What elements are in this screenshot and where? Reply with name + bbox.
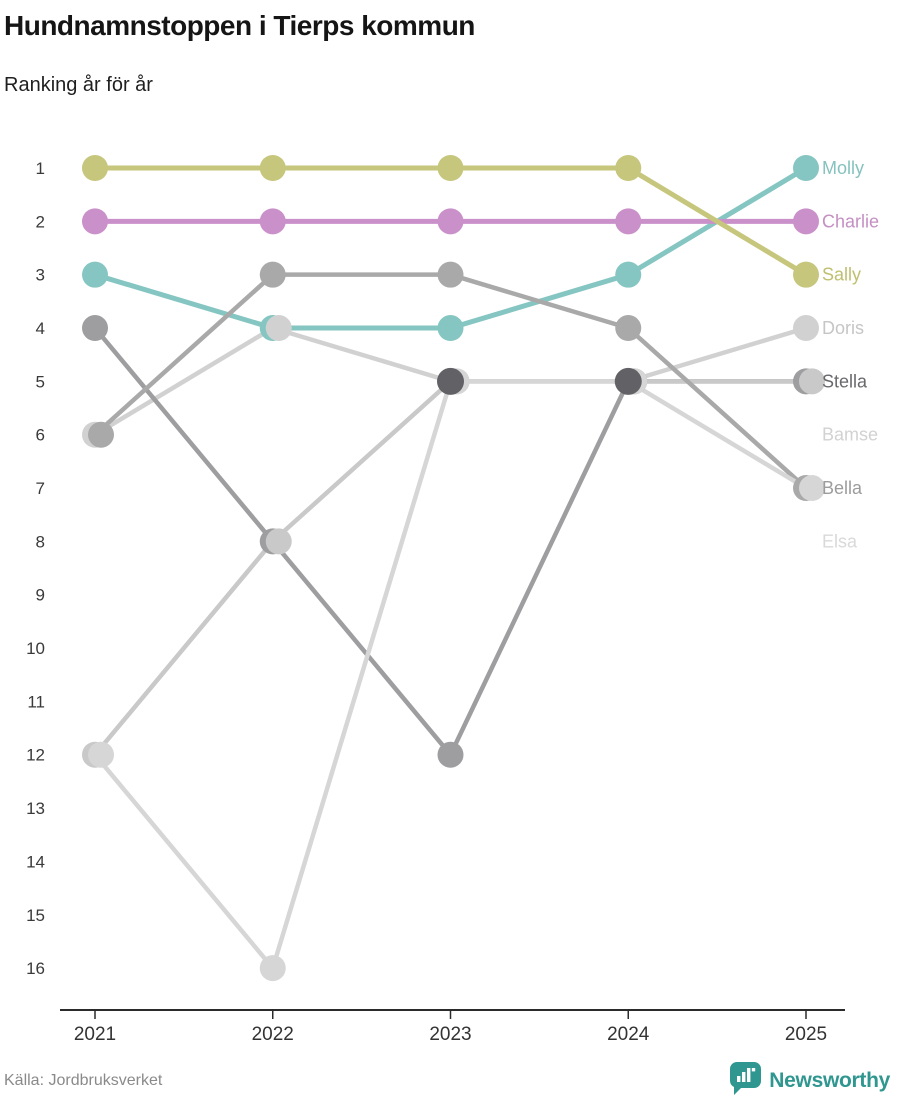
series-label-molly: Molly — [822, 158, 864, 178]
series-dot-bella — [437, 261, 464, 288]
y-tick-label: 15 — [26, 906, 45, 925]
series-dot-bella — [259, 261, 286, 288]
y-tick-label: 13 — [26, 799, 45, 818]
series-dot-molly — [82, 261, 108, 288]
series-label-sally: Sally — [822, 265, 861, 285]
y-tick-label: 11 — [27, 692, 45, 711]
series-label-elsa: Elsa — [822, 531, 858, 551]
page-title: Hundnamnstoppen i Tierps kommun — [4, 10, 475, 41]
series-dot-charlie — [259, 208, 286, 235]
series-dot-molly — [793, 155, 819, 181]
y-tick-label: 3 — [36, 266, 45, 285]
series-dot-charlie — [793, 208, 819, 235]
series-dot-bamse — [799, 368, 825, 395]
y-tick-label: 14 — [26, 852, 45, 871]
series-dot-elsa — [88, 741, 114, 768]
tie-overlay-dot — [437, 367, 464, 395]
y-tick-label: 10 — [26, 639, 45, 658]
y-tick-label: 8 — [36, 532, 45, 551]
series-dot-bamse — [265, 528, 292, 555]
series-dot-doris — [793, 315, 819, 342]
series-label-stella: Stella — [822, 371, 868, 391]
series-line-molly — [92, 165, 809, 331]
y-tick-label: 7 — [36, 479, 45, 498]
series-dot-sally — [82, 155, 108, 181]
series-label-charlie: Charlie — [822, 211, 879, 231]
series-dot-charlie — [615, 208, 642, 235]
series-line-elsa — [92, 379, 809, 973]
y-tick-label: 9 — [36, 586, 45, 605]
y-tick-label: 2 — [36, 212, 45, 231]
series-dot-sally — [259, 155, 286, 181]
series-dot-sally — [615, 155, 642, 181]
series-dot-charlie — [82, 208, 108, 235]
series-dot-sally — [437, 155, 464, 181]
series-dot-bella — [615, 315, 642, 342]
x-tick-label: 2021 — [74, 1024, 116, 1045]
brand-footer: Newsworthy — [730, 1062, 890, 1100]
y-tick-label: 16 — [26, 959, 45, 978]
series-dot-stella — [437, 741, 464, 768]
y-tick-label: 12 — [26, 746, 45, 765]
y-tick-label: 6 — [36, 426, 45, 445]
series-label-bella: Bella — [822, 478, 863, 498]
series-dot-stella — [82, 315, 108, 342]
series-line-bamse — [92, 379, 809, 757]
series-dot-molly — [437, 315, 464, 342]
chart-subtitle: Ranking år för år — [4, 74, 153, 96]
newsworthy-logo-icon — [730, 1062, 762, 1100]
series-label-bamse: Bamse — [822, 425, 878, 445]
x-tick-label: 2024 — [607, 1024, 650, 1045]
x-tick-label: 2023 — [429, 1024, 471, 1045]
series-dot-elsa — [799, 475, 825, 502]
series-dot-sally — [793, 261, 819, 288]
y-tick-label: 5 — [36, 372, 45, 391]
series-dot-bella — [88, 421, 114, 448]
brand-name: Newsworthy — [769, 1069, 890, 1092]
x-tick-label: 2025 — [785, 1024, 827, 1045]
source-note: Källa: Jordbruksverket — [4, 1072, 163, 1089]
x-tick-label: 2022 — [252, 1024, 294, 1045]
series-dot-molly — [615, 261, 642, 288]
series-dot-charlie — [437, 208, 464, 235]
series-label-doris: Doris — [822, 318, 864, 338]
series-dot-doris — [265, 315, 292, 342]
y-tick-label: 4 — [36, 319, 45, 338]
y-tick-label: 1 — [36, 159, 45, 178]
series-dot-elsa — [259, 955, 286, 982]
tie-overlay-dot — [614, 367, 642, 395]
